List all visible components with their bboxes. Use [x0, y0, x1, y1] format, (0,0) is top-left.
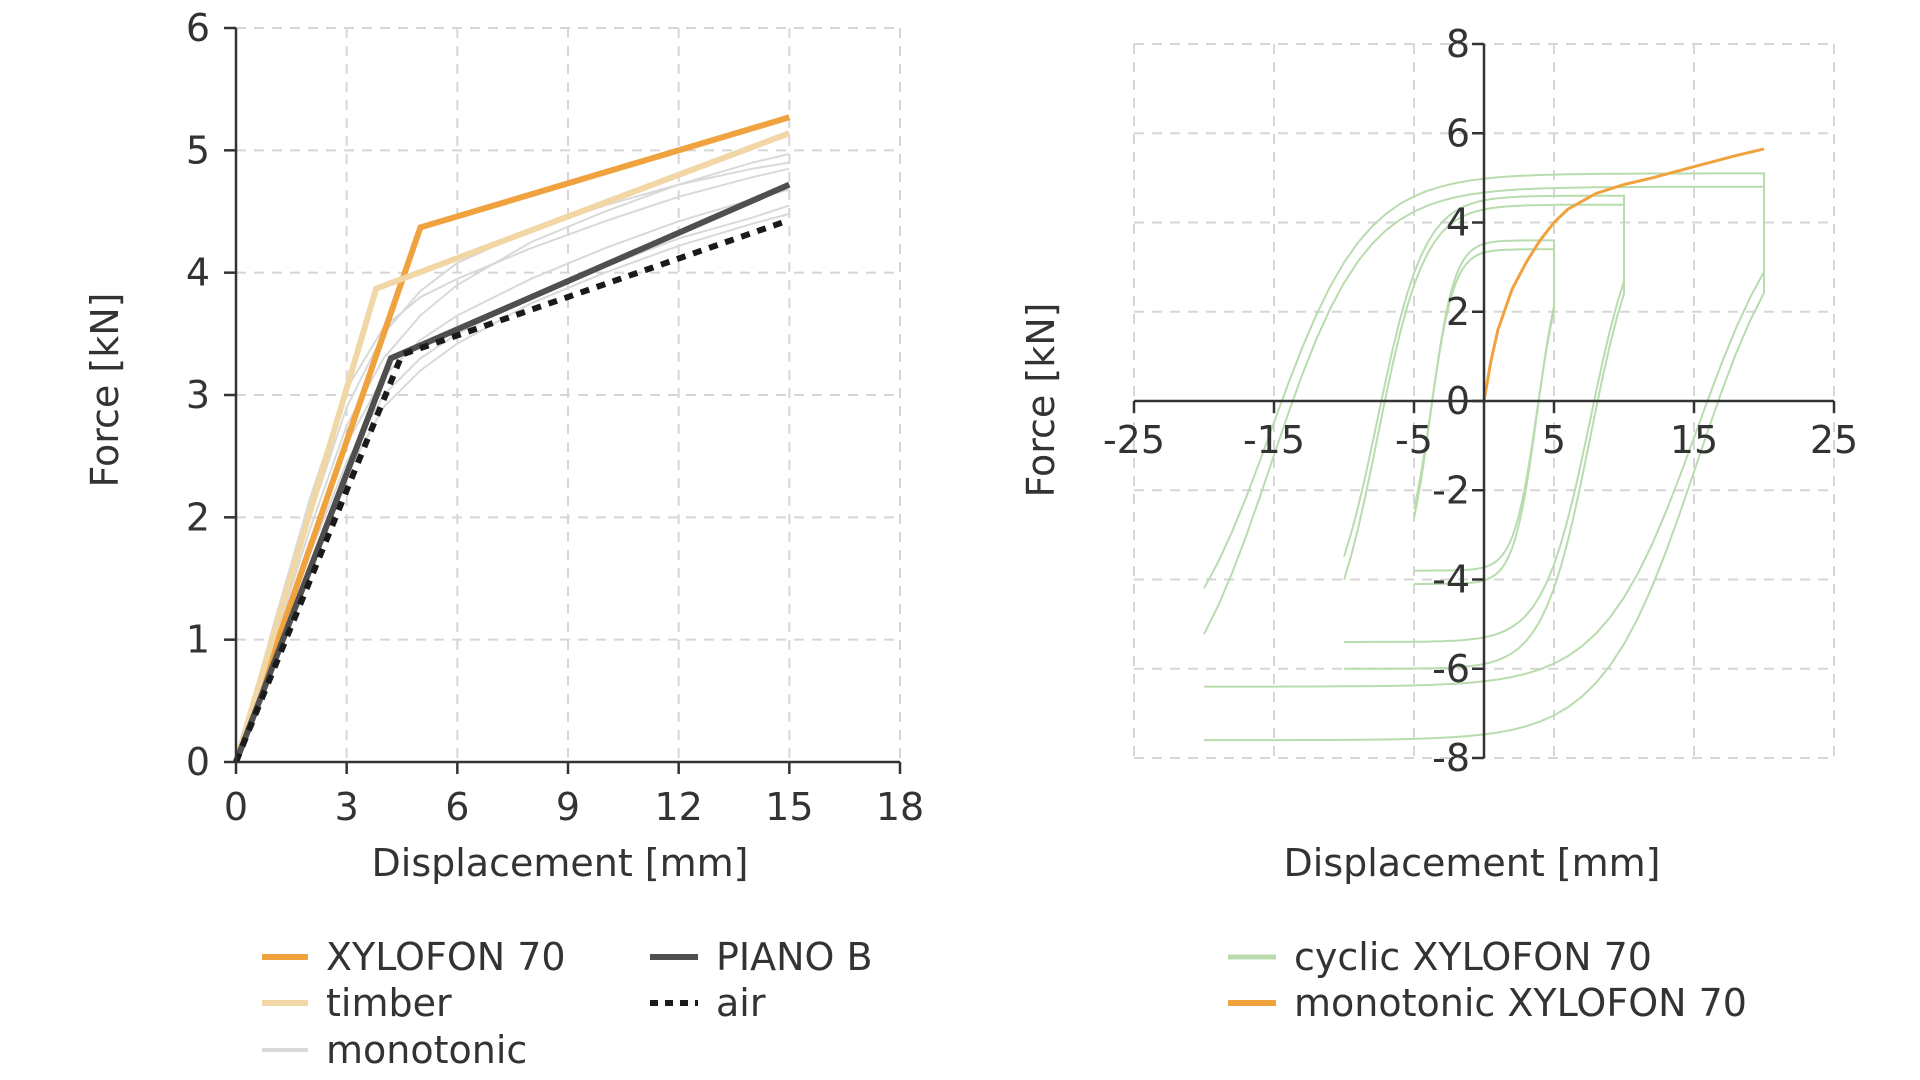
legend-item-cyclic-xylofon-70: cyclic XYLOFON 70	[1228, 935, 1652, 979]
legend-label-xylofon-70: XYLOFON 70	[326, 935, 566, 979]
right-chart-ylabel: Force [kN]	[1019, 303, 1063, 498]
x-tick-label: 0	[224, 785, 248, 829]
legend-item-xylofon-70: XYLOFON 70	[262, 935, 566, 979]
series-line-monotonic-5	[235, 153, 790, 763]
left-chart-xlabel: Displacement [mm]	[372, 841, 749, 885]
right-chart-axes	[1132, 42, 1836, 760]
y-tick-label: 1	[186, 618, 210, 662]
x-tick-label: -25	[1103, 418, 1165, 462]
y-tick-label: 2	[186, 495, 210, 539]
x-tick-label: -5	[1395, 418, 1433, 462]
left-chart-series	[233, 114, 791, 764]
x-tick-label: 5	[1542, 418, 1566, 462]
left-chart-axes	[224, 26, 902, 774]
series-line-timber	[233, 130, 791, 763]
x-tick-label: -15	[1243, 418, 1305, 462]
y-tick-label: 6	[186, 6, 210, 50]
legend-item-piano-b: PIANO B	[650, 935, 873, 979]
x-tick-label: 9	[556, 785, 580, 829]
legend-label-cyclic-xylofon-70: cyclic XYLOFON 70	[1294, 935, 1652, 979]
legend-item-monotonic-xylofon-70: monotonic XYLOFON 70	[1228, 981, 1747, 1025]
right-chart-tick-labels: -25 -15 -5 5 15 25 -8 -6 -4 -2 0 2 4 6 8	[1103, 22, 1858, 780]
series-line-monotonic-xylofon-70	[1482, 147, 1765, 402]
x-tick-label: 6	[445, 785, 469, 829]
x-tick-label: 25	[1810, 418, 1858, 462]
legend-item-monotonic: monotonic	[262, 1028, 527, 1072]
y-tick-label: -2	[1432, 468, 1470, 512]
right-chart-legend: cyclic XYLOFON 70 monotonic XYLOFON 70	[1228, 935, 1747, 1025]
left-chart-grid	[236, 27, 901, 762]
y-tick-label: 3	[186, 373, 210, 417]
series-line-cyclic-loop-2	[1413, 248, 1555, 572]
right-chart-xlabel: Displacement [mm]	[1284, 841, 1661, 885]
y-tick-label: -4	[1432, 558, 1470, 602]
left-chart-ylabel: Force [kN]	[83, 293, 127, 488]
y-tick-label: 8	[1446, 22, 1470, 66]
legend-label-air: air	[716, 981, 766, 1025]
legend-label-timber: timber	[326, 981, 452, 1025]
series-line-xylofon-70	[233, 114, 791, 763]
x-tick-label: 18	[876, 785, 924, 829]
x-tick-label: 12	[654, 785, 702, 829]
legend-item-air: air	[650, 981, 766, 1025]
y-tick-label: 4	[1446, 201, 1470, 245]
series-line-cyclic-loop-4	[1343, 203, 1625, 670]
right-chart: -25 -15 -5 5 15 25 -8 -6 -4 -2 0 2 4 6 8 Displacement …	[1019, 22, 1858, 885]
y-tick-label: 0	[1446, 379, 1470, 423]
legend-label-monotonic: monotonic	[326, 1028, 527, 1072]
legend-item-timber: timber	[262, 981, 452, 1025]
x-tick-label: 15	[765, 785, 813, 829]
left-chart-legend: XYLOFON 70 timber monotonic PIANO B air	[262, 935, 873, 1072]
y-tick-label: -8	[1432, 736, 1470, 780]
y-tick-label: 5	[186, 128, 210, 172]
x-tick-label: 15	[1670, 418, 1718, 462]
series-line-cyclic-loop-6	[1203, 185, 1765, 742]
y-tick-label: 0	[186, 740, 210, 784]
series-line-monotonic-4	[235, 167, 790, 763]
legend-label-monotonic-xylofon-70: monotonic XYLOFON 70	[1294, 981, 1747, 1025]
legend-label-piano-b: PIANO B	[716, 935, 873, 979]
right-chart-series	[1203, 147, 1765, 742]
y-tick-label: 4	[186, 251, 210, 295]
x-tick-label: 3	[335, 785, 359, 829]
y-tick-label: 2	[1446, 290, 1470, 334]
y-tick-label: 6	[1446, 111, 1470, 155]
y-tick-label: -6	[1432, 647, 1470, 691]
